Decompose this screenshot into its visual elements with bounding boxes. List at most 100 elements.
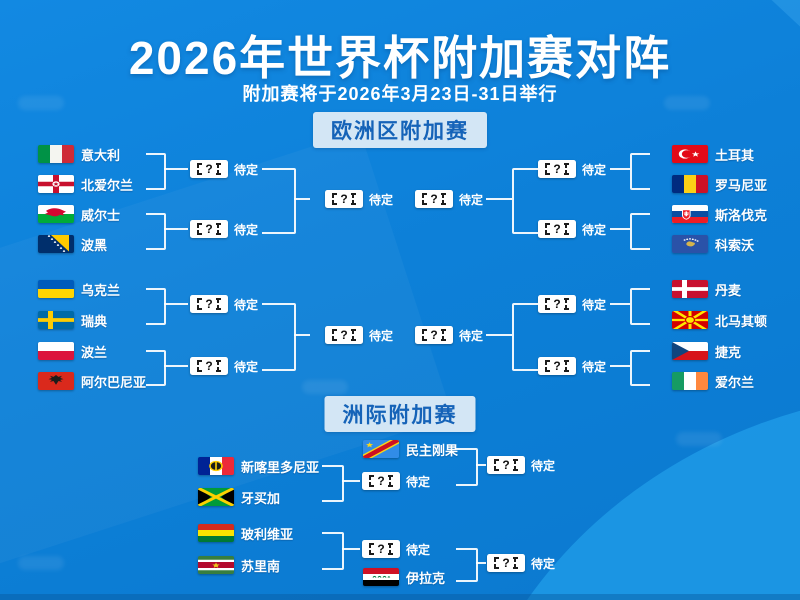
team-row-ukraine: 乌克兰 <box>38 280 120 298</box>
tbd-slot-ic-sf1: ? 待定 <box>362 472 430 490</box>
question-mark: ? <box>205 359 213 373</box>
tbd-label: 待定 <box>234 162 259 177</box>
tbd-label: 待定 <box>234 297 259 312</box>
tbd-slot-europe-final-2: ? 待定 <box>415 190 483 208</box>
team-row-denmark: 丹麦 <box>672 280 741 298</box>
bracket-line <box>486 334 512 336</box>
question-box: ? <box>487 554 525 572</box>
slovakia-flag <box>672 205 708 223</box>
question-box: ? <box>362 540 400 558</box>
tbd-slot-europe-left-sf2: ? 待定 <box>190 220 258 238</box>
bracket-line <box>322 465 344 502</box>
team-name: 罗马尼亚 <box>715 177 768 193</box>
team-row-kosovo: 科索沃 <box>672 235 754 253</box>
tbd-label: 待定 <box>234 359 259 374</box>
watermark <box>18 556 64 570</box>
poland-flag <box>38 342 74 360</box>
question-box: ? <box>190 295 228 313</box>
question-box: ? <box>190 357 228 375</box>
team-row-romania: 罗马尼亚 <box>672 175 767 193</box>
northern-ireland-flag <box>38 175 74 193</box>
question-box: ? <box>362 472 400 490</box>
team-name: 阿尔巴尼亚 <box>81 374 147 390</box>
tbd-slot-europe-right-sf4: ? 待定 <box>538 357 606 375</box>
team-row-iraq: 伊拉克 <box>363 568 445 586</box>
bracket-line <box>630 153 650 190</box>
denmark-flag <box>672 280 708 298</box>
italy-flag <box>38 145 74 163</box>
tbd-label: 待定 <box>531 458 556 473</box>
question-mark: ? <box>553 297 561 311</box>
bracket-line <box>164 303 188 305</box>
question-mark: ? <box>205 162 213 176</box>
tbd-slot-europe-right-sf2: ? 待定 <box>538 220 606 238</box>
team-name: 爱尔兰 <box>715 374 755 390</box>
tbd-slot-ic-sf2: ? 待定 <box>362 540 430 558</box>
team-row-czechia: 捷克 <box>672 342 741 360</box>
bracket-line <box>630 213 650 250</box>
team-row-slovakia: 斯洛伐克 <box>672 205 767 223</box>
team-name: 伊拉克 <box>406 570 446 586</box>
tbd-label: 待定 <box>531 556 556 571</box>
team-name: 意大利 <box>81 147 121 163</box>
tbd-label: 待定 <box>582 359 607 374</box>
bolivia-flag <box>198 524 234 542</box>
question-box: ? <box>538 160 576 178</box>
bracket-line <box>610 303 630 305</box>
bracket-line <box>610 168 630 170</box>
bracket-line <box>322 532 344 570</box>
team-row-suriname: 苏里南 <box>198 556 280 574</box>
question-box: ? <box>538 295 576 313</box>
team-row-wales: 威尔士 <box>38 205 120 223</box>
bracket-line <box>262 303 296 371</box>
bracket-line <box>146 153 166 190</box>
north-macedonia-flag <box>672 311 708 329</box>
tbd-label: 待定 <box>582 297 607 312</box>
question-mark: ? <box>205 222 213 236</box>
team-row-poland: 波兰 <box>38 342 107 360</box>
tbd-slot-ic-final-2: ? 待定 <box>487 554 555 572</box>
team-row-new-caledonia: 新喀里多尼亚 <box>198 457 319 475</box>
team-name: 波黑 <box>81 237 108 253</box>
tbd-slot-europe-right-sf1: ? 待定 <box>538 160 606 178</box>
bracket-line <box>146 288 166 325</box>
bracket-line <box>610 365 630 367</box>
tbd-label: 待定 <box>369 328 394 343</box>
question-mark: ? <box>430 192 438 206</box>
dr-congo-flag <box>363 440 399 458</box>
team-row-italy: 意大利 <box>38 145 120 163</box>
question-box: ? <box>190 220 228 238</box>
page-title: 2026年世界杯附加赛对阵 <box>128 32 672 84</box>
turkey-flag <box>672 145 708 163</box>
albania-flag <box>38 372 74 390</box>
bracket-line <box>476 562 486 564</box>
team-row-bolivia: 玻利维亚 <box>198 524 293 542</box>
question-box: ? <box>538 220 576 238</box>
tbd-slot-europe-final-4: ? 待定 <box>415 326 483 344</box>
team-row-dr-congo: 民主刚果 <box>363 440 458 458</box>
suriname-flag <box>198 556 234 574</box>
tbd-slot-europe-right-sf3: ? 待定 <box>538 295 606 313</box>
bracket-line <box>630 288 650 325</box>
kosovo-flag <box>672 235 708 253</box>
background-bottom-strip <box>0 594 800 600</box>
question-mark: ? <box>205 297 213 311</box>
question-box: ? <box>538 357 576 375</box>
wales-flag <box>38 205 74 223</box>
team-name: 北马其顿 <box>715 313 768 329</box>
team-name: 苏里南 <box>241 558 281 574</box>
bracket-line <box>262 168 296 234</box>
bracket-line <box>342 480 360 482</box>
bracket-line <box>146 350 166 386</box>
czechia-flag <box>672 342 708 360</box>
tbd-label: 待定 <box>582 222 607 237</box>
team-row-jamaica: 牙买加 <box>198 488 280 506</box>
tbd-label: 待定 <box>459 328 484 343</box>
question-mark: ? <box>377 474 385 488</box>
question-box: ? <box>415 190 453 208</box>
team-name: 捷克 <box>715 344 742 360</box>
team-row-northern-ireland: 北爱尔兰 <box>38 175 133 193</box>
tbd-label: 待定 <box>582 162 607 177</box>
question-box: ? <box>190 160 228 178</box>
